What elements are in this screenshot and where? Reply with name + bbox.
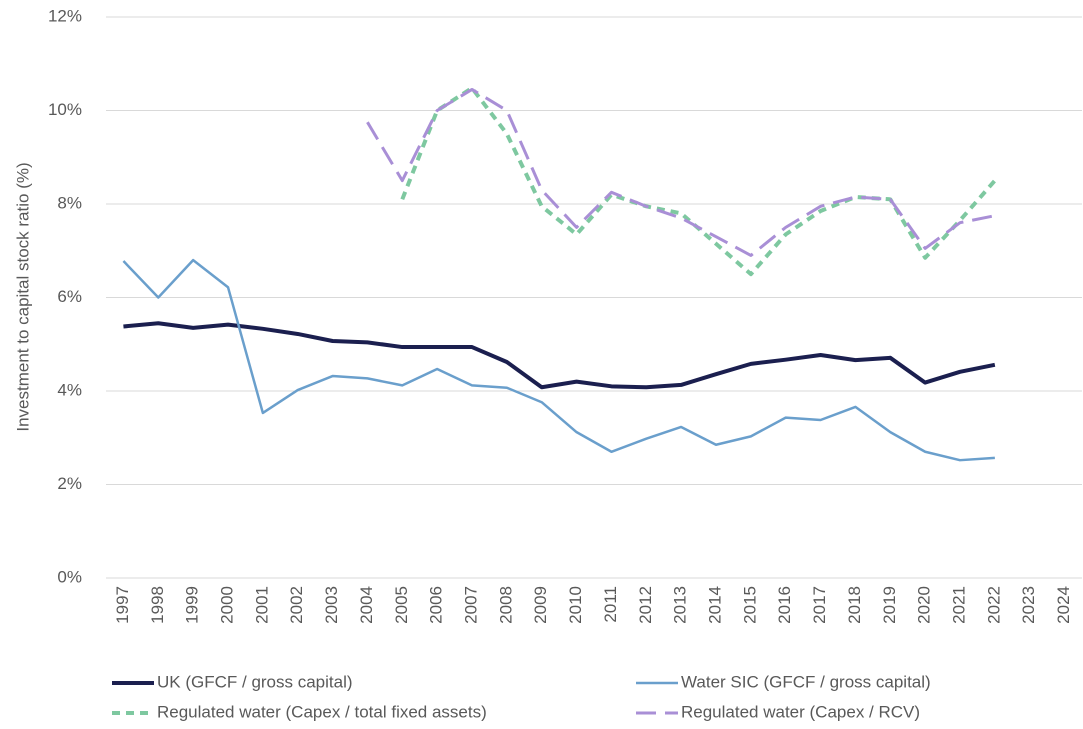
x-tick-label: 1998	[148, 586, 167, 624]
x-tick-label: 2020	[915, 586, 934, 624]
x-tick-label: 2001	[252, 586, 271, 624]
series-line	[366, 87, 996, 257]
legend-label: UK (GFCF / gross capital)	[157, 672, 353, 691]
x-tick-label: 2017	[810, 586, 829, 624]
series-line	[400, 86, 997, 277]
x-tick-label: 2007	[461, 586, 480, 624]
x-tick-label: 2015	[740, 586, 759, 624]
legend-label: Water SIC (GFCF / gross capital)	[681, 672, 931, 691]
x-tick-label: 2012	[636, 586, 655, 624]
y-tick-label: 8%	[57, 193, 82, 212]
x-tick-label: 2021	[949, 586, 968, 624]
y-tick-label: 6%	[57, 287, 82, 306]
y-tick-label: 0%	[57, 567, 82, 586]
x-tick-label: 2013	[671, 586, 690, 624]
x-tick-label: 2011	[601, 586, 620, 623]
x-tick-label: 2003	[322, 586, 341, 624]
x-tick-label: 2018	[845, 586, 864, 624]
y-axis-label: Investment to capital stock ratio (%)	[13, 162, 32, 431]
x-tick-label: 2022	[984, 586, 1003, 624]
x-tick-label: 1997	[113, 586, 132, 624]
x-tick-label: 2004	[357, 586, 376, 624]
x-tick-label: 2008	[496, 586, 515, 624]
x-tick-label: 2019	[880, 586, 899, 624]
x-tick-label: 2005	[392, 586, 411, 624]
x-tick-label: 2002	[287, 586, 306, 624]
legend-label: Regulated water (Capex / total fixed ass…	[157, 702, 487, 721]
x-tick-label: 2006	[427, 586, 446, 624]
y-tick-label: 10%	[48, 100, 82, 119]
x-tick-label: 2014	[705, 586, 724, 624]
series-line	[123, 321, 996, 390]
series-line	[122, 258, 995, 462]
y-tick-label: 12%	[48, 6, 82, 25]
legend-label: Regulated water (Capex / RCV)	[681, 702, 920, 721]
x-tick-label: 2000	[217, 586, 236, 624]
x-tick-label: 2009	[531, 586, 550, 624]
x-tick-label: 2023	[1019, 586, 1038, 624]
x-tick-label: 2016	[775, 586, 794, 624]
x-tick-label: 2024	[1054, 586, 1073, 624]
y-tick-label: 4%	[57, 380, 82, 399]
y-tick-label: 2%	[57, 474, 82, 493]
x-tick-label: 1999	[183, 586, 202, 624]
x-tick-label: 2010	[566, 586, 585, 624]
